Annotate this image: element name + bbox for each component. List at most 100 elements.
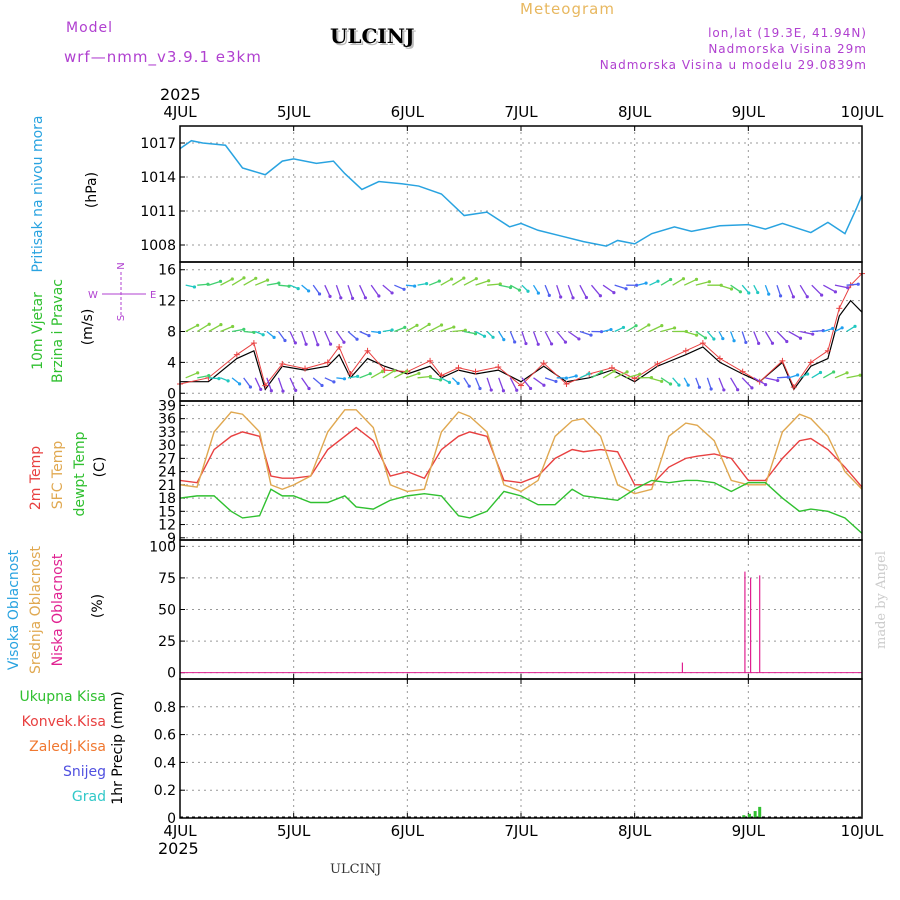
wind-arrow-head: [350, 296, 355, 300]
wind-arrow: [359, 373, 371, 379]
wind-arrow-head: [248, 385, 253, 389]
wind-arrow: [452, 277, 465, 286]
y-tick-label: 4: [167, 355, 176, 371]
wind-arrow: [324, 284, 331, 297]
cloud-label-mid: Srednja Oblacnost: [28, 546, 44, 674]
wind-arrow: [741, 284, 750, 294]
wind-arrow: [498, 284, 511, 289]
wind-arrow-head: [709, 387, 713, 391]
wind-arrow: [266, 377, 272, 391]
wind-arrow-head: [721, 336, 725, 341]
wind-arrow: [440, 377, 450, 383]
wind-arrow-head: [231, 324, 235, 329]
y-tick-label: 21: [158, 478, 176, 494]
wind-arrow: [521, 377, 532, 389]
dewpoint-line: [179, 479, 863, 534]
wind-arrow: [289, 331, 296, 344]
wind-arrow-head: [402, 287, 406, 291]
wind-arrow-head: [342, 377, 347, 381]
day-label-top: 8JUL: [618, 103, 652, 121]
wind-arrow: [382, 370, 395, 379]
wind-arrow: [475, 280, 489, 286]
wind-arrow-head: [467, 384, 471, 388]
wind-arrow-head: [660, 324, 664, 328]
credit-text: made by Angel: [874, 551, 889, 649]
wind-arrow-head: [439, 323, 444, 327]
altitude-info: Nadmorska Visina 29m: [708, 42, 867, 56]
wind-arrow-head: [265, 278, 270, 282]
wind-arrow-head: [427, 322, 431, 327]
wind-arrow-head: [196, 323, 200, 327]
wind-arrow: [394, 284, 405, 290]
wind-arrow: [196, 323, 210, 333]
wind-arrow-head: [207, 374, 211, 378]
wind-arrow: [463, 377, 470, 387]
model-label: Model: [66, 20, 114, 36]
day-label-top: 7JUL: [504, 103, 538, 121]
wind-arrow-head: [840, 326, 844, 330]
panel-frame: [179, 678, 863, 819]
year-label-top: 2025: [160, 85, 201, 104]
y-tick-label: 12: [158, 294, 176, 310]
wind-arrow: [452, 329, 466, 333]
wind-arrow-head: [747, 291, 751, 295]
wind-arrow-head: [462, 276, 466, 280]
wind-arrow: [544, 284, 550, 296]
wind-arrow-head: [832, 370, 836, 374]
wind-arrow: [405, 372, 420, 379]
wind-arrow-head: [853, 324, 857, 328]
wind-arrow-head: [217, 377, 221, 381]
wind-arrow: [324, 331, 332, 345]
wind-arrow: [277, 331, 286, 341]
wind-arrow-head: [449, 277, 454, 281]
wind-arrow-head: [526, 289, 530, 293]
y-tick-label: 0: [167, 811, 176, 827]
wind-arrow-head: [339, 296, 343, 300]
precip-unit: 1hr Precip (mm): [110, 691, 126, 804]
wind-arrow: [695, 281, 710, 286]
wind-arrow-head: [363, 296, 368, 300]
wind-arrow: [220, 325, 233, 333]
wind-arrow-head: [778, 294, 783, 298]
precip-legend-item: Ukupna Kisa: [19, 689, 106, 705]
wind-arrow-head: [377, 294, 381, 298]
wind-arrow-head: [798, 336, 803, 340]
wind-arrow: [625, 325, 637, 333]
wind-unit: (m/s): [80, 309, 96, 346]
wind-arrow: [776, 331, 788, 342]
wind-arrow-head: [196, 371, 200, 375]
wind-arrow-head: [283, 338, 287, 343]
wind-arrow: [463, 278, 477, 286]
wind-arrow-head: [237, 382, 242, 386]
wind-arrow: [602, 284, 615, 294]
wind-arrow-head: [473, 332, 478, 336]
station-title: ULCINJ: [330, 24, 415, 48]
wind-arrow-head: [609, 327, 613, 332]
wind-arrow: [823, 327, 833, 333]
wind-arrow-head: [413, 284, 417, 288]
wind-arrow-head: [320, 383, 324, 388]
cloud-label-low: Niska Oblacnost: [50, 553, 66, 666]
wind-arrow: [428, 324, 442, 333]
wind-arrow-head: [563, 340, 568, 344]
wind-arrow: [254, 377, 262, 390]
wind-arrow-head: [536, 342, 540, 346]
day-label-bottom: 6JUL: [391, 822, 425, 840]
wind-arrow: [556, 284, 562, 298]
wind-arrow-head: [438, 378, 443, 382]
wind-arrow-head: [612, 369, 616, 373]
day-label-top: 9JUL: [732, 103, 766, 121]
wind-arrow-head: [390, 328, 394, 332]
y-tick-label: 15: [158, 504, 176, 520]
wind-arrow: [799, 284, 808, 298]
wind-arrow: [243, 330, 255, 334]
wind-arrow-head: [767, 292, 771, 296]
wind-arrow-head: [296, 286, 300, 291]
wind-arrow: [823, 284, 836, 293]
wind-arrow: [417, 375, 431, 379]
wind-arrow: [579, 330, 592, 336]
wind-arrow-head: [242, 327, 246, 331]
wind-arrow-head: [736, 388, 740, 392]
wind-arrow-head: [377, 330, 382, 335]
wind-arrow: [347, 375, 358, 379]
